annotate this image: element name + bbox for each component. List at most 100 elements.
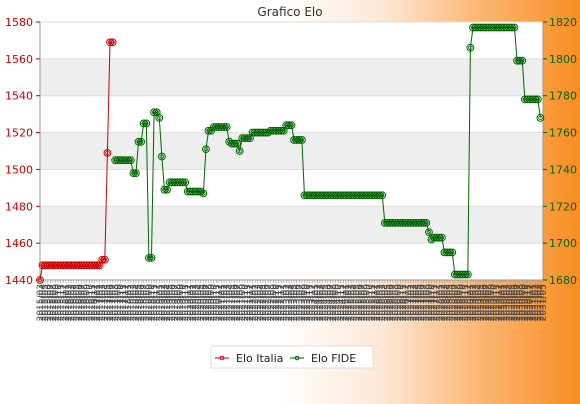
x-tick-label: 2025/11 [368,284,378,321]
x-tick-label: 2030/12 [526,284,536,321]
x-tick-label: 2023/10 [303,284,313,322]
data-point-outer [106,38,114,47]
x-tick-label: 2017/12 [122,284,132,321]
x-tick-label: 2028/09 [456,284,466,322]
legend-label: Elo FIDE [311,352,356,365]
data-point-inner [37,277,43,283]
x-tick-label: 2018/01 [124,284,134,321]
x-tick-label: 2020/02 [189,284,199,321]
data-point-outer [277,126,286,135]
data-point-inner [201,191,206,196]
x-tick-label: 2019/03 [160,284,170,321]
x-tick-label: 2018/02 [127,284,137,321]
data-point-outer [129,169,138,178]
x-tick-label: 2020/07 [202,284,212,321]
data-point-outer [536,113,545,122]
x-tick-label: 2022/05 [259,284,269,321]
x-tick-label: 2023/09 [300,284,310,322]
x-tick-label: 2020/12 [215,284,225,321]
data-point-outer [466,43,475,52]
x-tick-label: 2029/07 [482,284,492,321]
legend: Elo Italia Elo FIDE [210,345,374,369]
x-tick-label: 2027/05 [415,284,425,321]
x-tick-label: 2029/11 [492,284,502,321]
data-point-inner [159,154,165,159]
data-point-outer [518,56,527,65]
x-tick-label: 2016/08 [80,284,90,322]
x-tick-label: 2017/06 [106,284,116,322]
x-tick-label: 2024/11 [337,284,347,321]
data-point-inner [426,229,432,235]
x-tick-label: 2017/05 [103,284,113,321]
data-point-outer [36,276,44,284]
x-tick-label: 2027/12 [433,284,443,321]
data-point-outer [375,191,384,200]
x-tick-label: 2024/05 [321,284,331,321]
data-point-inner [203,146,209,152]
x-tick-label: 2025/05 [352,284,362,321]
x-tick-label: 2019/08 [173,284,183,322]
x-tick-label: 2015/08 [49,284,59,322]
x-tick-label: 2016/01 [62,284,72,321]
y-left-tick-label: 1460 [5,237,33,250]
data-point-outer [103,148,112,157]
x-tick-label: 2027/04 [412,284,422,322]
data-point-inner [149,255,154,261]
x-tick-label: 2017/07 [109,284,119,321]
data-point-outer [461,270,470,279]
data-point-outer [163,185,171,194]
x-tick-label: 2023/06 [293,284,303,322]
x-tick-label: 2017/08 [111,284,121,322]
x-tick-label: 2030/10 [521,284,531,322]
legend-item-elo-fide: Elo FIDE [290,352,356,365]
data-point-outer [378,191,387,200]
x-tick-label: 2015/12 [59,284,69,321]
data-point-outer [142,119,151,128]
x-tick-label: 2017/04 [101,284,111,322]
x-tick-label: 2023/05 [290,284,300,321]
data-point-outer [93,261,101,270]
x-tick-label: 2029/01 [466,284,476,321]
x-tick-label: 2027/01 [404,284,414,321]
y-left-tick-label: 1440 [5,274,33,287]
y-left-tick-label: 1580 [5,16,33,29]
data-point-inner [182,180,188,185]
x-tick-label: 2017/02 [96,284,106,321]
x-tick-label: 2023/11 [306,284,316,321]
x-tick-label: 2031/05 [539,284,549,321]
data-point-outer [181,178,190,187]
data-point-outer [287,121,296,130]
x-tick-label: 2016/09 [83,284,93,322]
data-point-outer [108,38,117,47]
y-right-tick-label: 1720 [549,200,577,213]
data-point-inner [237,148,242,154]
x-tick-label: 2026/04 [381,284,391,322]
data-point-outer [448,248,457,257]
x-tick-label: 2025/02 [345,284,355,321]
data-point-outer [178,178,187,187]
x-tick-label: 2019/02 [158,284,168,321]
data-point-outer [222,123,231,131]
data-point-inner [138,139,144,144]
x-tick-label: 2028/04 [443,284,453,322]
data-point-inner [535,97,541,102]
data-point-outer [425,228,433,236]
x-tick-label: 2015/03 [36,284,46,321]
x-tick-label: 2016/04 [70,284,80,322]
x-tick-label: 2018/09 [145,284,155,322]
x-tick-label: 2020/06 [199,284,209,322]
data-point-inner [281,128,286,133]
x-tick-label: 2024/09 [332,284,342,322]
data-point-outer [463,270,472,279]
y-left-tick-label: 1500 [5,163,33,176]
x-tick-label: 2026/07 [389,284,399,321]
data-point-outer [147,253,156,262]
x-tick-label: 2015/05 [41,284,51,321]
data-point-outer [145,253,153,262]
x-tick-label: 2020/03 [192,284,202,321]
x-tick-label: 2020/10 [210,284,220,322]
data-point-outer [233,139,241,148]
x-tick-label: 2024/10 [334,284,344,322]
data-point-inner [234,141,240,146]
